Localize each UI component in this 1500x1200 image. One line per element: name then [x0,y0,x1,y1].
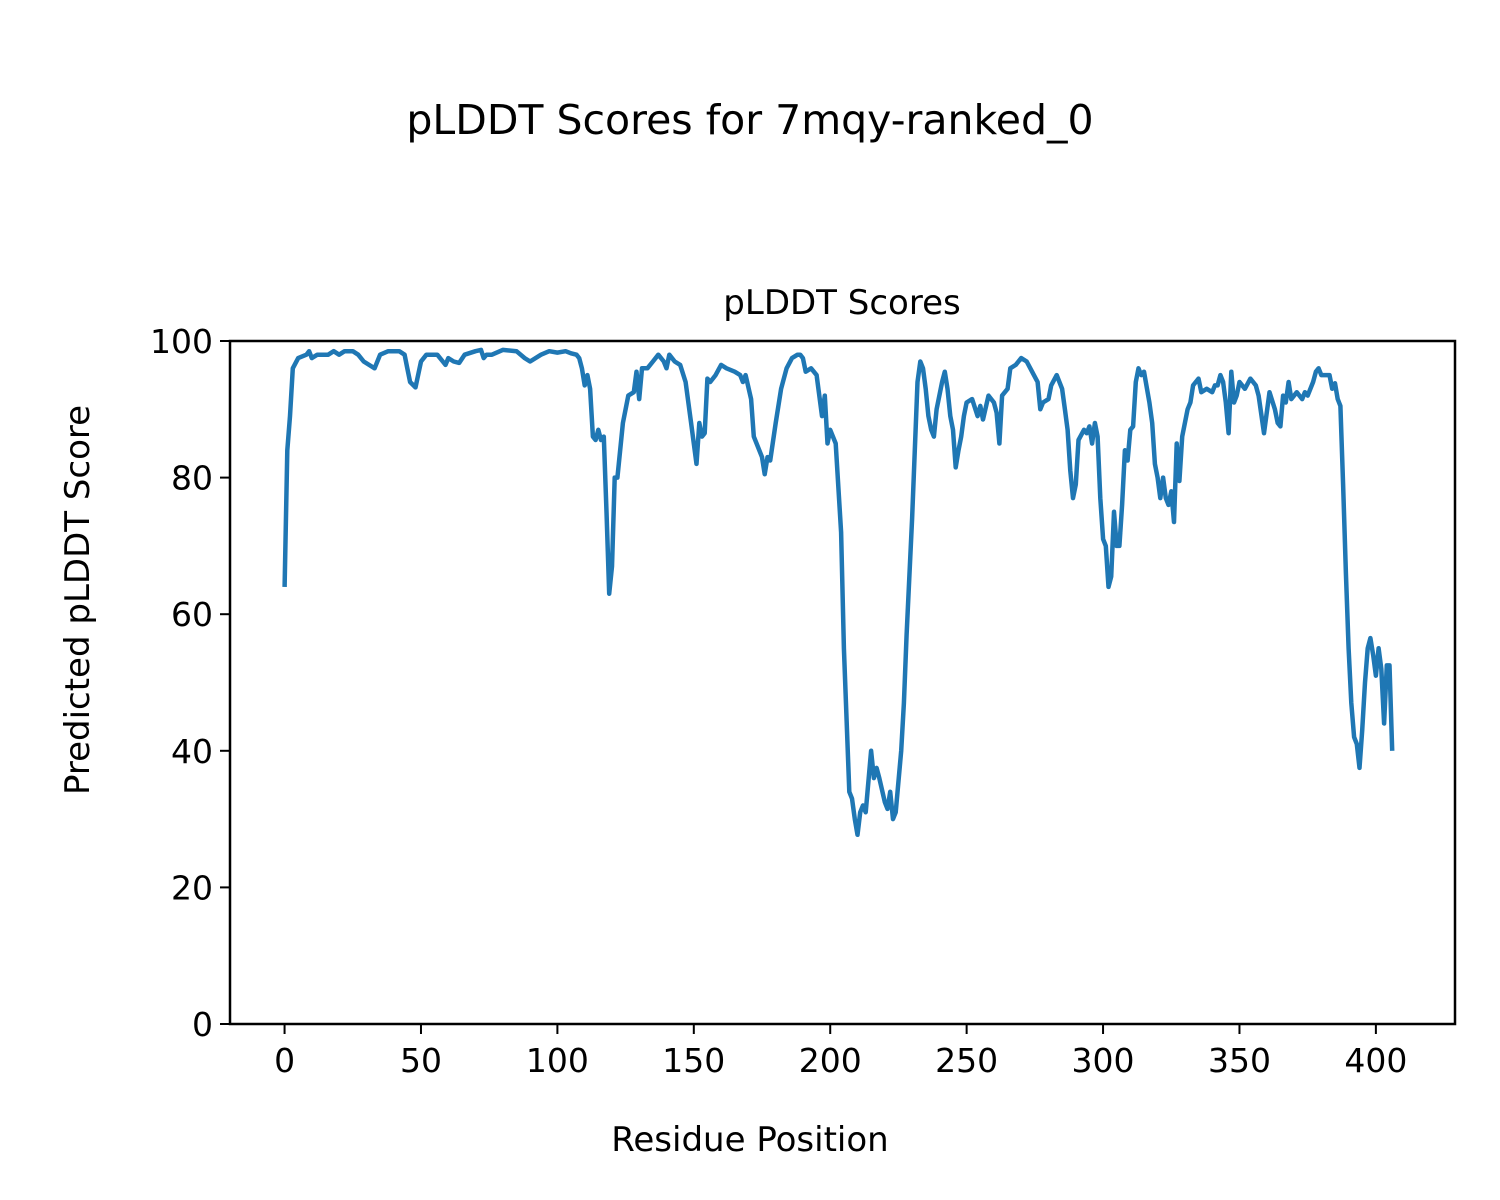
figure-title: pLDDT Scores for 7mqy-ranked_0 [406,96,1093,144]
y-tick-label: 40 [171,732,213,771]
y-axis-label: Predicted pLDDT Score [58,405,98,795]
x-tick-label: 350 [1208,1041,1271,1080]
x-tick-label: 300 [1072,1041,1135,1080]
y-tick-label: 20 [171,868,213,907]
x-tick-label: 0 [274,1041,295,1080]
y-tick-label: 60 [171,595,213,634]
x-tick-label: 200 [799,1041,862,1080]
plot-area-frame [228,339,1457,1026]
x-tick-label: 400 [1344,1041,1407,1080]
y-tick-label: 80 [171,459,213,498]
x-tick-label: 100 [526,1041,589,1080]
axes-title: pLDDT Scores [723,283,960,323]
y-tick-label: 100 [150,322,213,361]
x-tick-label: 250 [935,1041,998,1080]
series-line-pldtt [282,347,1395,838]
x-tick-label: 150 [662,1041,725,1080]
y-tick-label: 0 [192,1005,213,1044]
x-axis-label: Residue Position [611,1120,888,1160]
x-tick-label: 50 [400,1041,442,1080]
